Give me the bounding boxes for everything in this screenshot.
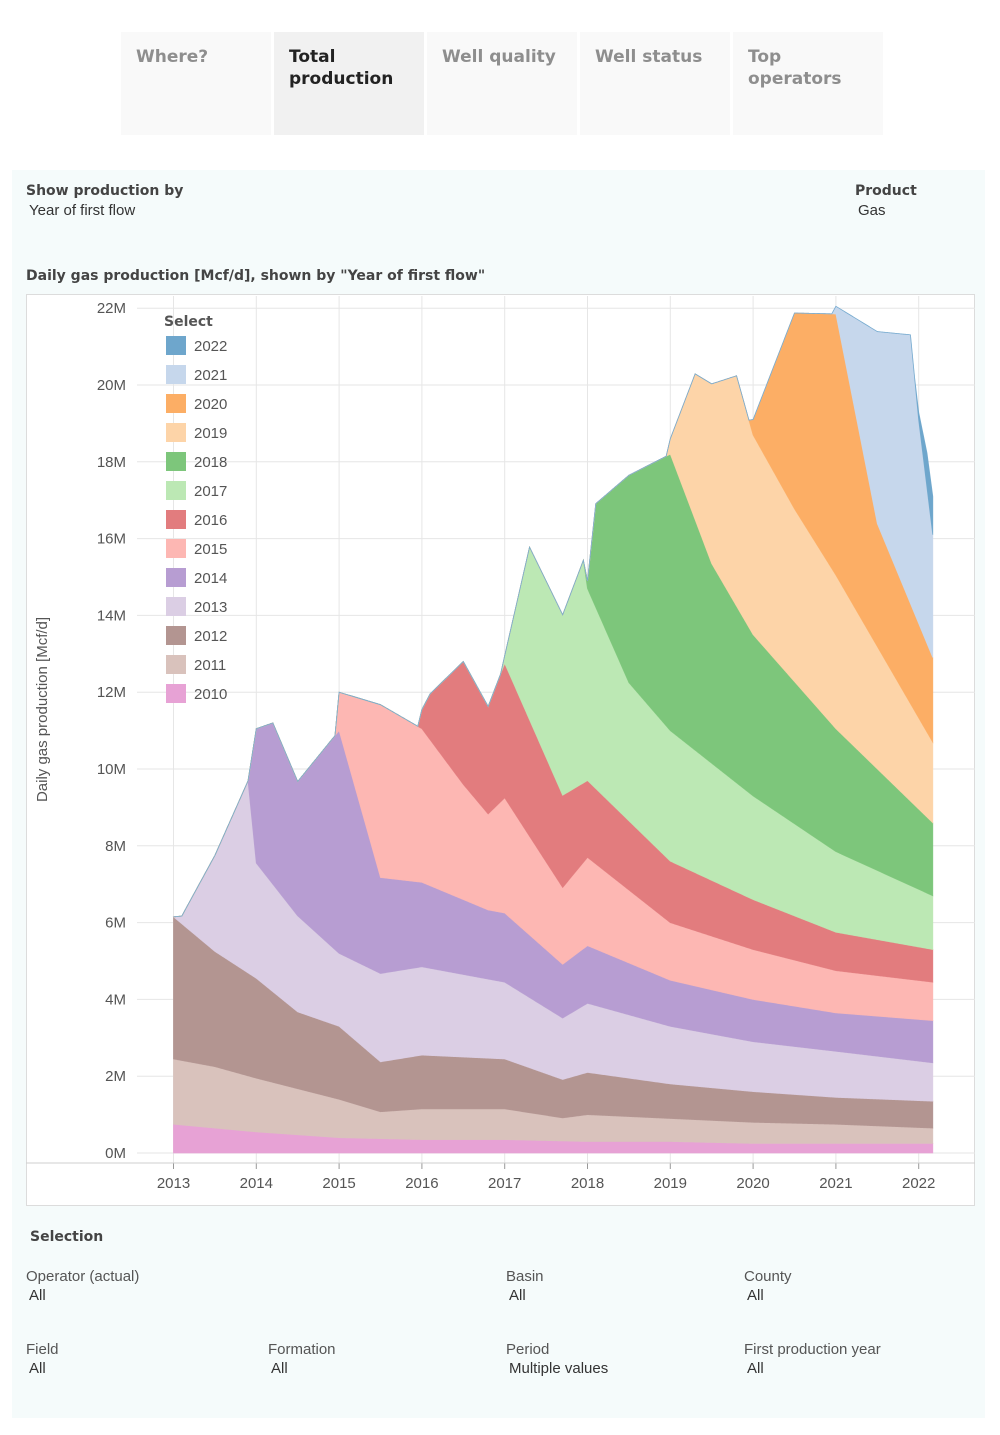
- y-tick-label: 16M: [97, 531, 126, 548]
- legend-swatch-2015[interactable]: [166, 539, 186, 558]
- y-tick-label: 12M: [97, 684, 126, 701]
- selection-title: Selection: [30, 1229, 104, 1245]
- legend-swatch-2011[interactable]: [166, 655, 186, 674]
- show-by-dropdown[interactable]: Year of first flow: [29, 202, 136, 219]
- legend-label-2015[interactable]: 2015: [194, 541, 227, 558]
- legend-swatch-2016[interactable]: [166, 510, 186, 529]
- legend-swatch-2017[interactable]: [166, 481, 186, 500]
- x-tick-label: 2018: [571, 1175, 604, 1192]
- chart-title: Daily gas production [Mcf/d], shown by "…: [26, 268, 486, 284]
- product-dropdown[interactable]: Gas: [858, 202, 886, 219]
- tab-total-production[interactable]: Total production: [274, 32, 424, 135]
- tab-bar: Where? Total production Well quality Wel…: [121, 32, 883, 135]
- y-tick-label: 0M: [105, 1145, 126, 1162]
- filter-label-operator: Operator (actual): [26, 1268, 140, 1285]
- filter-label-county: County: [744, 1268, 792, 1285]
- filter-operator[interactable]: All: [29, 1287, 46, 1304]
- show-by-label: Show production by: [26, 183, 184, 199]
- y-tick-label: 22M: [97, 300, 126, 317]
- filter-county[interactable]: All: [747, 1287, 764, 1304]
- y-tick-label: 10M: [97, 761, 126, 778]
- legend-label-2022[interactable]: 2022: [194, 338, 227, 355]
- tab-top-operators[interactable]: Top operators: [733, 32, 883, 135]
- y-tick-label: 4M: [105, 991, 126, 1008]
- filter-field[interactable]: All: [29, 1360, 46, 1377]
- x-tick-label: 2015: [322, 1175, 355, 1192]
- filter-label-field: Field: [26, 1341, 59, 1358]
- legend-title: Select: [164, 314, 213, 330]
- x-tick-label: 2021: [819, 1175, 852, 1192]
- legend-swatch-2018[interactable]: [166, 452, 186, 471]
- x-tick-label: 2019: [654, 1175, 687, 1192]
- legend-swatch-2019[interactable]: [166, 423, 186, 442]
- filter-first-production-year[interactable]: All: [747, 1360, 764, 1377]
- legend-swatch-2020[interactable]: [166, 394, 186, 413]
- y-tick-label: 20M: [97, 377, 126, 394]
- legend-label-2016[interactable]: 2016: [194, 512, 227, 529]
- filter-basin[interactable]: All: [509, 1287, 526, 1304]
- tab-well-status[interactable]: Well status: [580, 32, 730, 135]
- y-tick-label: 18M: [97, 454, 126, 471]
- filter-formation[interactable]: All: [271, 1360, 288, 1377]
- filter-label-basin: Basin: [506, 1268, 544, 1285]
- chart-legend: Select 2022 2021 2020 2019 2018 2017 2016 2015 20…: [164, 314, 227, 703]
- filter-label-period: Period: [506, 1341, 550, 1358]
- y-tick-label: 6M: [105, 915, 126, 932]
- area-series-2022[interactable]: [173, 305, 934, 918]
- legend-label-2018[interactable]: 2018: [194, 454, 227, 471]
- legend-label-2021[interactable]: 2021: [194, 367, 227, 384]
- x-tick-label: 2022: [902, 1175, 935, 1192]
- y-tick-label: 8M: [105, 838, 126, 855]
- x-tick-label: 2017: [488, 1175, 521, 1192]
- product-label: Product: [855, 183, 917, 199]
- chart-series: [172, 305, 934, 1154]
- x-tick-label: 2014: [240, 1175, 273, 1192]
- y-axis-title: Daily gas production [Mcf/d]: [34, 617, 51, 802]
- legend-label-2012[interactable]: 2012: [194, 628, 227, 645]
- legend-label-2017[interactable]: 2017: [194, 483, 227, 500]
- legend-label-2013[interactable]: 2013: [194, 599, 227, 616]
- legend-swatch-2010[interactable]: [166, 684, 186, 703]
- x-tick-label: 2013: [157, 1175, 190, 1192]
- legend-swatch-2013[interactable]: [166, 597, 186, 616]
- legend-label-2019[interactable]: 2019: [194, 425, 227, 442]
- y-tick-label: 14M: [97, 607, 126, 624]
- y-tick-label: 2M: [105, 1068, 126, 1085]
- filter-period[interactable]: Multiple values: [509, 1360, 609, 1377]
- legend-label-2014[interactable]: 2014: [194, 570, 227, 587]
- legend-label-2010[interactable]: 2010: [194, 686, 227, 703]
- tab-where[interactable]: Where?: [121, 32, 271, 135]
- legend-swatch-2012[interactable]: [166, 626, 186, 645]
- legend-swatch-2021[interactable]: [166, 365, 186, 384]
- x-tick-label: 2016: [405, 1175, 438, 1192]
- chart-axes: 0M 2M 4M 6M 8M 10M 12M 14M 16M 18M 20M 22M 2013 2014 2…: [26, 300, 975, 1192]
- x-tick-label: 2020: [736, 1175, 769, 1192]
- legend-swatch-2014[interactable]: [166, 568, 186, 587]
- tab-well-quality[interactable]: Well quality: [427, 32, 577, 135]
- legend-label-2011[interactable]: 2011: [194, 657, 226, 674]
- legend-label-2020[interactable]: 2020: [194, 396, 227, 413]
- filter-label-first-production-year: First production year: [744, 1341, 881, 1358]
- filter-label-formation: Formation: [268, 1341, 336, 1358]
- legend-swatch-2022[interactable]: [166, 336, 186, 355]
